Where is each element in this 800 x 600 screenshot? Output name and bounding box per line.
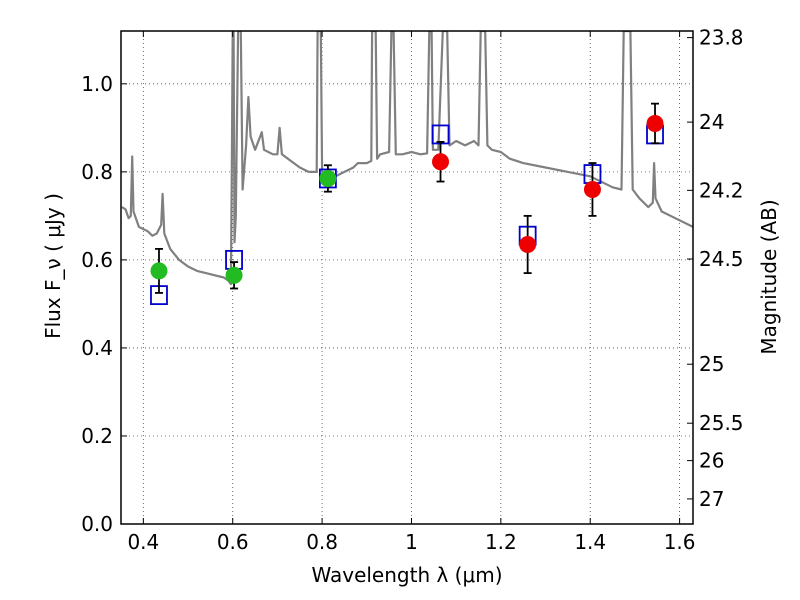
observed-point — [319, 169, 337, 187]
x-tick-label: 1 — [405, 530, 418, 554]
plot-frame — [120, 30, 694, 525]
right-tick-label: 25.5 — [699, 411, 744, 435]
right-axis-label: Magnitude (AB) — [757, 199, 781, 354]
x-tick-label: 0.8 — [306, 530, 338, 554]
plot-area — [121, 31, 693, 286]
right-tick-label: 23.8 — [699, 26, 744, 50]
model-photometry-square — [431, 124, 450, 145]
x-tick-label: 0.4 — [127, 530, 159, 554]
observed-point — [583, 180, 601, 198]
observed-point — [519, 235, 537, 253]
y-tick-label: 0.8 — [81, 160, 113, 184]
x-axis-label: Wavelength λ (μm) — [311, 563, 502, 587]
y-tick-label: 1.0 — [81, 72, 113, 96]
y-tick-label: 0.0 — [81, 512, 113, 536]
right-tick-label: 24 — [699, 110, 724, 134]
observed-point — [432, 153, 450, 171]
right-tick-label: 27 — [699, 487, 724, 511]
right-tick-label: 26 — [699, 449, 724, 473]
x-tick-label: 1.6 — [664, 530, 696, 554]
right-tick-label: 24.2 — [699, 178, 744, 202]
right-tick-label: 24.5 — [699, 247, 744, 271]
y-tick-label: 0.6 — [81, 248, 113, 272]
sed-model-line — [121, 31, 693, 286]
grid — [121, 31, 693, 525]
observed-point — [225, 266, 243, 284]
observed-point — [150, 262, 168, 280]
right-tick-label: 25 — [699, 352, 724, 376]
markers — [150, 102, 664, 306]
y-tick-label: 0.4 — [81, 336, 113, 360]
axis-ticks: 0.4 0.6 0.8 1 1.2 1.4 1.6 0.0 0.2 0.4 0.6 0.8 1.0 23.… — [81, 26, 743, 554]
observed-point — [646, 114, 664, 132]
x-tick-label: 1.4 — [574, 530, 606, 554]
x-tick-label: 0.6 — [217, 530, 249, 554]
y-tick-label: 0.2 — [81, 424, 113, 448]
y-axis-label: Flux F_ν ( μJy ) — [41, 193, 65, 339]
x-tick-label: 1.2 — [485, 530, 517, 554]
